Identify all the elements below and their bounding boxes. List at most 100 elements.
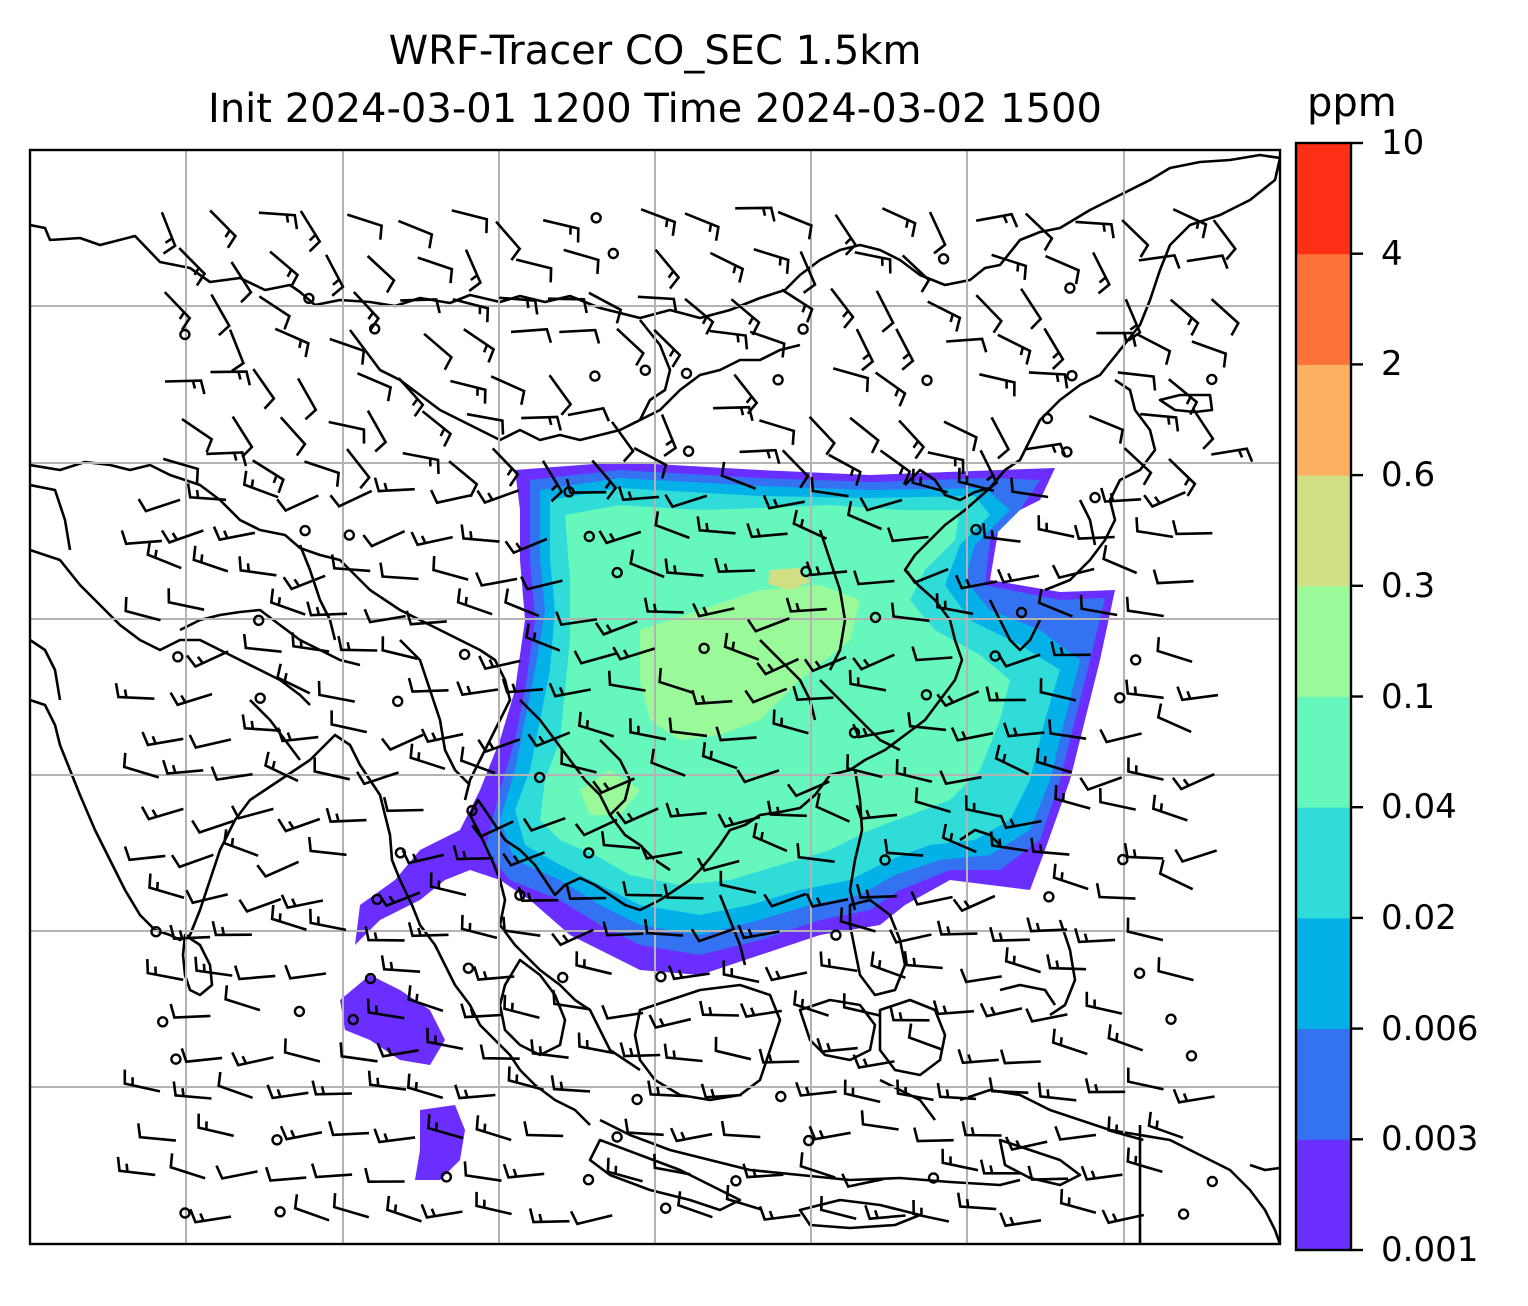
wind-barb (843, 1079, 881, 1104)
calm-wind-circle (343, 529, 355, 541)
wind-barb (700, 1083, 742, 1099)
calm-wind-circle (557, 971, 569, 984)
wind-barb (266, 1084, 309, 1100)
wind-barb (664, 493, 708, 509)
wind-barb (328, 420, 366, 444)
wind-barb (313, 757, 351, 781)
wind-barb (502, 1163, 545, 1179)
colorbar-band (1296, 1139, 1351, 1251)
wind-barb (417, 256, 454, 284)
wind-barb (242, 633, 282, 653)
wind-barb (478, 655, 521, 671)
wind-barb (742, 1163, 784, 1179)
wind-barb (282, 574, 326, 591)
field-level-0.3 (768, 568, 810, 590)
wind-barb (1048, 719, 1087, 740)
wind-barb (161, 759, 204, 775)
wind-barb (746, 523, 788, 539)
wind-barb (283, 1038, 321, 1063)
wind-barb (1138, 253, 1181, 269)
wind-barb (629, 718, 667, 741)
wind-barb (1035, 747, 1072, 774)
wind-barb (896, 1079, 934, 1102)
wind-barb (311, 1080, 352, 1096)
wind-barb (709, 251, 745, 283)
wind-barb (464, 249, 483, 292)
wind-barb (799, 250, 817, 294)
wind-barb (759, 419, 796, 445)
calm-wind-circle (583, 847, 595, 859)
wind-barb (640, 844, 683, 860)
wind-barb (808, 1125, 851, 1141)
wind-barb (772, 709, 809, 735)
field-level-0.001-island (415, 1105, 465, 1180)
wind-barb (692, 602, 735, 618)
wind-barb (792, 685, 834, 702)
wind-barb (999, 1049, 1041, 1065)
wind-barb (191, 819, 235, 834)
wind-barbs (114, 206, 1254, 1228)
wind-barb (914, 787, 951, 814)
wind-barb (612, 646, 656, 661)
wind-barb (1191, 340, 1228, 368)
wind-barb (366, 255, 396, 294)
wind-barb (252, 368, 276, 410)
wind-barb (601, 1004, 644, 1020)
wind-barb (952, 894, 996, 913)
wind-barb (507, 1066, 544, 1092)
wind-barb (160, 529, 204, 544)
wind-barb (517, 886, 559, 903)
wind-barb (212, 526, 256, 542)
wind-barb (210, 293, 231, 337)
wind-barb (907, 1023, 944, 1052)
wind-barb (279, 1125, 323, 1141)
wind-barb (997, 653, 1041, 668)
wind-barb (264, 1166, 307, 1182)
wind-barb (475, 1191, 512, 1216)
wind-barb (663, 1043, 703, 1063)
wind-barb (293, 1194, 330, 1222)
wind-barb (397, 377, 425, 417)
wind-barb (1026, 917, 1068, 933)
wind-barb (550, 1075, 591, 1093)
calm-wind-circle (1066, 370, 1078, 382)
wind-barb (881, 207, 917, 238)
wind-barb (610, 421, 635, 463)
wind-barb (886, 527, 929, 543)
wind-barb (228, 329, 245, 373)
wind-barb (588, 291, 623, 324)
calm-wind-circle (660, 1202, 672, 1214)
calm-wind-circle (920, 689, 933, 701)
wind-barb (905, 567, 949, 585)
calm-wind-circle (921, 374, 933, 386)
wind-barb (874, 371, 907, 407)
wind-barb (346, 213, 383, 240)
wind-barb (928, 211, 947, 255)
wind-barb (510, 327, 553, 344)
wind-barb (1147, 1111, 1184, 1140)
colorbar-tick-label: 0.1 (1381, 676, 1436, 717)
wind-barb (460, 1003, 502, 1019)
wind-barb (1037, 515, 1075, 538)
wind-barb (622, 880, 663, 897)
wind-barb (1100, 487, 1142, 503)
wind-barb (957, 467, 995, 492)
chart-title: WRF-Tracer CO_SEC 1.5km (388, 28, 922, 74)
wind-barb (669, 1127, 713, 1143)
colorbar-unit: ppm (1307, 80, 1397, 126)
wind-barb (739, 448, 781, 465)
wind-barb (472, 965, 515, 981)
wind-barb (296, 377, 318, 421)
wind-barb (1024, 212, 1054, 252)
wind-barb (364, 926, 405, 942)
wind-barb (901, 254, 931, 293)
colorbar-tick-label: 0.6 (1381, 455, 1436, 496)
calm-wind-circle (590, 212, 602, 224)
wind-barb (560, 749, 597, 774)
wind-barb (377, 891, 421, 908)
wind-barb (985, 686, 1026, 702)
wind-barb (1043, 327, 1065, 370)
wind-barb (725, 1184, 762, 1211)
wind-barb (163, 291, 192, 331)
calm-wind-circle (730, 1175, 742, 1187)
